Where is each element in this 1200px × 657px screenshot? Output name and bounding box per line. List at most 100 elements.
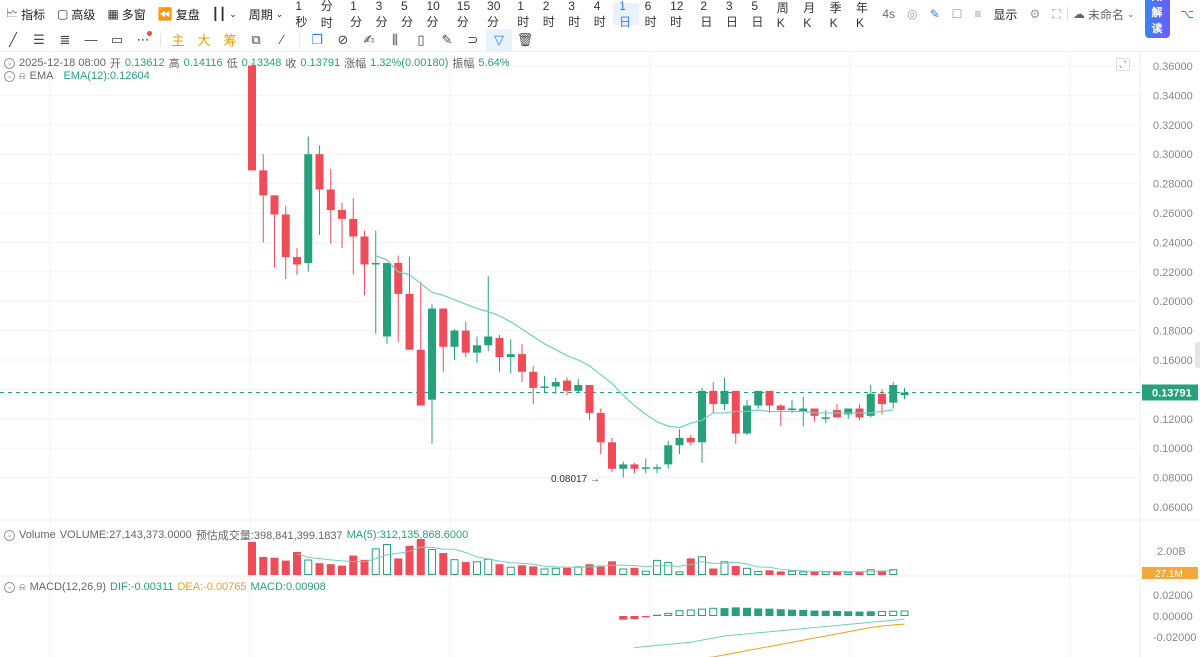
parallel-channel-tool[interactable]: ☰ bbox=[26, 29, 52, 51]
fullscreen-icon[interactable]: ⛶ bbox=[1052, 6, 1061, 21]
top-toolbar: 🗠 指标 ▢ 高级 ▦ 多窗 ⏪ 复盘 ┃┃ ⌄ 周期 ⌄ 1秒 分时 1分 3分 5分 10分 15分… bbox=[0, 0, 1200, 38]
cloud-icon: ☁ bbox=[1072, 7, 1085, 21]
period-tab[interactable]: 年K bbox=[856, 0, 869, 30]
trend-line-tool[interactable]: ╱ bbox=[0, 29, 26, 51]
chart-canvas[interactable]: 0.36000 0.34000 0.32000 0.30000 0.28000 0.260… bbox=[0, 52, 1200, 657]
period-tab[interactable]: 5日 bbox=[751, 0, 764, 29]
indicators-button[interactable]: 🗠 指标 bbox=[0, 3, 51, 25]
horizontal-line-icon: — bbox=[84, 32, 98, 47]
more-icon: ⋯ bbox=[136, 31, 150, 47]
amplitude-label: 振幅 bbox=[452, 58, 475, 70]
period-tab[interactable]: 2日 bbox=[700, 0, 713, 29]
macd-dea: DEA:-0.00765 bbox=[177, 581, 247, 593]
svg-text:0.36000: 0.36000 bbox=[1153, 61, 1193, 73]
period-tab[interactable]: 分时 bbox=[320, 0, 333, 30]
main-force-button[interactable]: 主 bbox=[171, 33, 185, 48]
advanced-button[interactable]: ▢ 高级 bbox=[51, 3, 101, 25]
auto-draw-tool[interactable]: ⧉ bbox=[243, 29, 269, 51]
candlestick-icon: ┃┃ bbox=[211, 7, 227, 21]
multiwindow-button[interactable]: ▦ 多窗 bbox=[101, 3, 151, 25]
period-tab[interactable]: 1时 bbox=[517, 0, 530, 29]
period-tab[interactable]: 周K bbox=[776, 0, 789, 30]
period-tab[interactable]: 10分 bbox=[426, 0, 440, 29]
refresh-interval[interactable]: 4s bbox=[882, 7, 896, 21]
svg-text:-0.02000: -0.02000 bbox=[1153, 632, 1196, 644]
period-tab[interactable]: 4时 bbox=[593, 0, 606, 29]
settings-icon[interactable]: ⚙ bbox=[1029, 7, 1041, 21]
list-icon[interactable]: ≡ bbox=[974, 7, 982, 21]
chart-type-dropdown[interactable]: ┃┃ ⌄ bbox=[206, 3, 243, 25]
horizontal-lines-icon: ≣ bbox=[59, 31, 71, 47]
pattern-tool[interactable]: ⫼ bbox=[382, 29, 408, 51]
period-tab[interactable]: 季K bbox=[829, 0, 842, 30]
ruler-tool[interactable]: ⊘ bbox=[330, 29, 356, 51]
measure-icon: ∕ bbox=[280, 32, 284, 47]
period-tab[interactable]: 3时 bbox=[568, 0, 581, 29]
replay-button[interactable]: ⏪ 复盘 bbox=[152, 3, 206, 25]
pencil-icon[interactable]: ✎ bbox=[929, 7, 940, 21]
svg-text:0.28000: 0.28000 bbox=[1153, 179, 1193, 191]
period-tab[interactable]: 1秒 bbox=[295, 0, 308, 29]
period-dropdown[interactable]: 周期 ⌄ bbox=[243, 3, 290, 25]
volume-ma: MA(5):312,135,868.6000 bbox=[346, 529, 469, 541]
collapse-icon[interactable]: ⌄ bbox=[4, 529, 15, 541]
collapse-icon[interactable]: ⌄ bbox=[4, 581, 15, 593]
display-button[interactable]: 显示 bbox=[993, 7, 1018, 22]
rectangle-tool[interactable]: ▭ bbox=[104, 29, 130, 51]
crop-icon[interactable]: ☐ bbox=[951, 7, 963, 21]
period-tab[interactable]: 1分 bbox=[350, 0, 363, 29]
collapse-icon[interactable]: ⌄ bbox=[4, 57, 15, 69]
big-order-button[interactable]: 大 bbox=[197, 33, 211, 48]
svg-text:2.00B: 2.00B bbox=[1157, 546, 1186, 558]
layout-name: 未命名 bbox=[1087, 7, 1124, 22]
magnet-tool[interactable]: ⊃ bbox=[460, 29, 486, 51]
period-tab[interactable]: 15分 bbox=[456, 0, 471, 29]
lock-tool[interactable]: ▯ bbox=[408, 29, 434, 51]
filter-icon: ▽ bbox=[494, 31, 504, 47]
candles-icon: ⫼ bbox=[392, 31, 398, 47]
period-tab[interactable]: 6时 bbox=[644, 0, 657, 29]
brush-icon: ✍ bbox=[363, 31, 375, 47]
svg-text:0.24000: 0.24000 bbox=[1153, 237, 1193, 249]
svg-text:0.13791: 0.13791 bbox=[1152, 387, 1192, 399]
delete-tool[interactable]: 🗑 bbox=[512, 29, 538, 51]
period-tab[interactable]: 5分 bbox=[401, 0, 414, 29]
volume-value: VOLUME:27,143,373.0000 bbox=[59, 529, 192, 541]
share-icon[interactable]: ⌥ bbox=[1180, 7, 1194, 21]
bell-icon[interactable]: ⍾ bbox=[19, 581, 26, 593]
bell-icon[interactable]: ⍾ bbox=[19, 70, 26, 82]
period-tab[interactable]: 1日 bbox=[613, 0, 639, 29]
ema-value: EMA(12):0.12604 bbox=[63, 70, 150, 82]
period-tab[interactable]: 2时 bbox=[542, 0, 555, 29]
high-value: 0.14116 bbox=[183, 57, 223, 69]
camera-icon[interactable]: ◎ bbox=[907, 7, 918, 21]
layout-dropdown[interactable]: ☁ 未命名 ⌄ bbox=[1067, 3, 1141, 25]
side-panel-handle[interactable] bbox=[1195, 342, 1200, 368]
horizontal-lines-tool[interactable]: ≣ bbox=[52, 29, 78, 51]
open-label: 开 bbox=[109, 58, 121, 70]
svg-text:0.32000: 0.32000 bbox=[1153, 120, 1193, 132]
measure-tool[interactable]: ∕ bbox=[269, 29, 295, 51]
expand-icon[interactable]: ⌞⌝ bbox=[1116, 58, 1130, 71]
period-tab[interactable]: 30分 bbox=[487, 0, 501, 29]
ai-analysis-button[interactable]: AI解读 bbox=[1144, 0, 1171, 38]
period-tab[interactable]: 3分 bbox=[375, 0, 388, 29]
brush-tool[interactable]: ✍ bbox=[356, 29, 382, 51]
collapse-icon[interactable]: ⌄ bbox=[4, 70, 15, 82]
lock-icon: ▯ bbox=[417, 31, 425, 47]
filter-tool[interactable]: ▽ bbox=[486, 28, 512, 51]
period-tab[interactable]: 12时 bbox=[670, 0, 684, 29]
macd-legend: ⌄ ⍾ MACD(12,26,9) DIF:-0.00311 DEA:-0.00… bbox=[4, 581, 326, 593]
chip-distribution-button[interactable]: 筹 bbox=[223, 33, 237, 48]
period-tab[interactable]: 月K bbox=[803, 0, 816, 30]
multiwindow-label: 多窗 bbox=[121, 7, 146, 22]
ema-legend: ⌄ ⍾ EMA EMA(12):0.12604 bbox=[4, 70, 150, 82]
divider bbox=[160, 32, 161, 47]
more-tools[interactable]: ⋯ bbox=[130, 29, 156, 51]
trash-icon: 🗑 bbox=[516, 31, 534, 47]
period-tab[interactable]: 3日 bbox=[725, 0, 738, 29]
horizontal-line-tool[interactable]: — bbox=[78, 29, 104, 51]
bookmark-tool[interactable]: ❐ bbox=[304, 29, 330, 51]
ohlc-legend: ⌄ 2025-12-18 08:00 开 0.13612 高 0.14116 低 0.… bbox=[4, 55, 510, 71]
note-tool[interactable]: ✎ bbox=[434, 29, 460, 51]
